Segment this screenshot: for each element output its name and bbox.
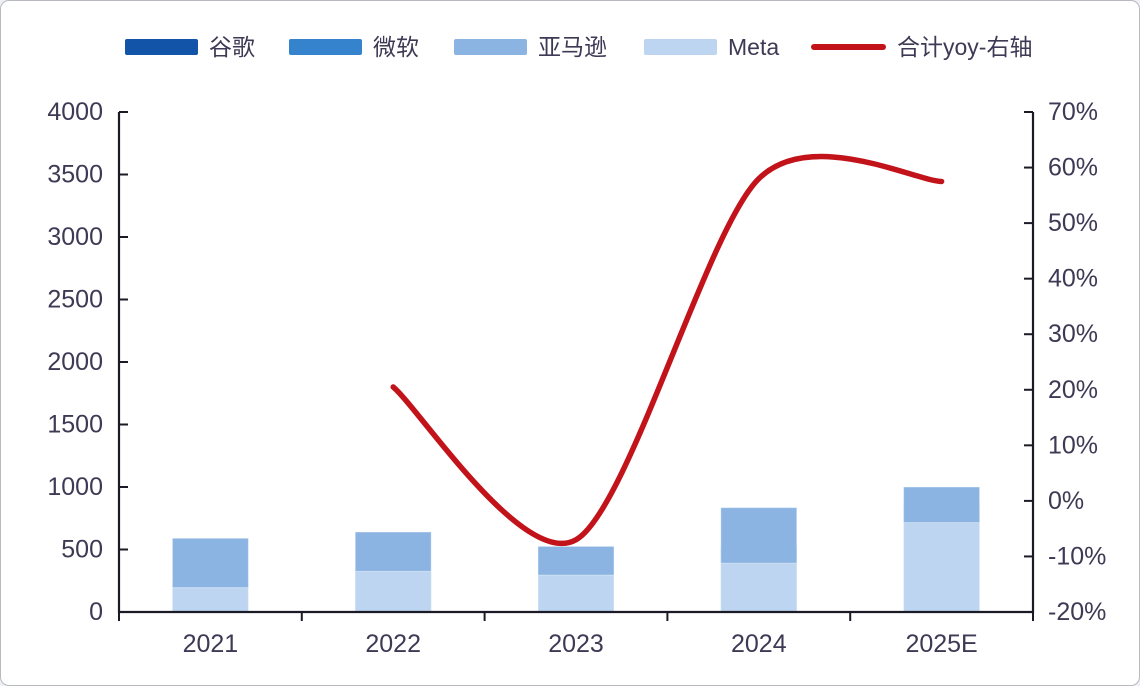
right-axis-tick-label: 40% <box>1048 265 1098 293</box>
left-axis-tick-label: 0 <box>89 598 103 626</box>
legend-label-total-yoy: 合计yoy-右轴 <box>897 34 1033 60</box>
right-axis-tick-label: 70% <box>1048 98 1098 126</box>
left-axis-tick-label: 4000 <box>47 98 103 126</box>
legend: 谷歌 微软 亚马逊 Meta 合计yoy-右轴 <box>1 35 1139 61</box>
legend-swatch-google <box>125 39 198 55</box>
left-axis-tick-label: 3000 <box>47 223 103 251</box>
legend-label-microsoft: 微软 <box>373 34 419 60</box>
x-axis-label-2022: 2022 <box>365 630 421 658</box>
right-axis-tick-label: 30% <box>1048 320 1098 348</box>
bar-segment-2024-s3 <box>720 562 798 613</box>
legend-item-amazon: 亚马逊 <box>454 35 607 59</box>
legend-item-meta: Meta <box>644 35 779 59</box>
bar-segment-2021-s3 <box>171 587 249 613</box>
legend-swatch-amazon <box>454 39 527 55</box>
legend-line-swatch-yoy <box>811 44 886 50</box>
left-axis-tick-label: 1000 <box>47 473 103 501</box>
legend-label-google: 谷歌 <box>209 34 255 60</box>
right-axis-tick-label: 50% <box>1048 209 1098 237</box>
left-axis-tick-label: 1500 <box>47 411 103 439</box>
legend-label-meta: Meta <box>728 34 780 60</box>
x-axis-label-2021: 2021 <box>183 630 239 658</box>
right-axis-tick-label: 20% <box>1048 376 1098 404</box>
bar-segment-2023-s3 <box>537 574 615 613</box>
right-axis-tick-label: 0% <box>1048 487 1084 515</box>
right-axis-tick-label: -10% <box>1048 542 1106 570</box>
legend-swatch-meta <box>644 39 717 55</box>
legend-swatch-microsoft <box>289 39 362 55</box>
legend-item-google: 谷歌 <box>125 35 255 59</box>
left-axis-tick-label: 3500 <box>47 161 103 189</box>
legend-item-microsoft: 微软 <box>289 35 419 59</box>
right-axis-tick-label: 10% <box>1048 431 1098 459</box>
left-axis-tick-label: 2000 <box>47 348 103 376</box>
left-axis-tick-label: 500 <box>61 536 103 564</box>
bar-segment-2025E-s3 <box>903 522 981 613</box>
right-axis-tick-label: 60% <box>1048 154 1098 182</box>
total-yoy-line <box>390 153 945 546</box>
left-axis-tick-label: 2500 <box>47 286 103 314</box>
x-axis-label-2025E: 2025E <box>905 630 977 658</box>
x-axis-label-2024: 2024 <box>731 630 787 658</box>
x-axis-label-2023: 2023 <box>548 630 604 658</box>
bar-segment-2022-s3 <box>354 570 432 613</box>
right-axis-tick-label: -20% <box>1048 598 1106 626</box>
legend-label-amazon: 亚马逊 <box>538 34 607 60</box>
legend-item-total-yoy: 合计yoy-右轴 <box>811 35 1032 59</box>
